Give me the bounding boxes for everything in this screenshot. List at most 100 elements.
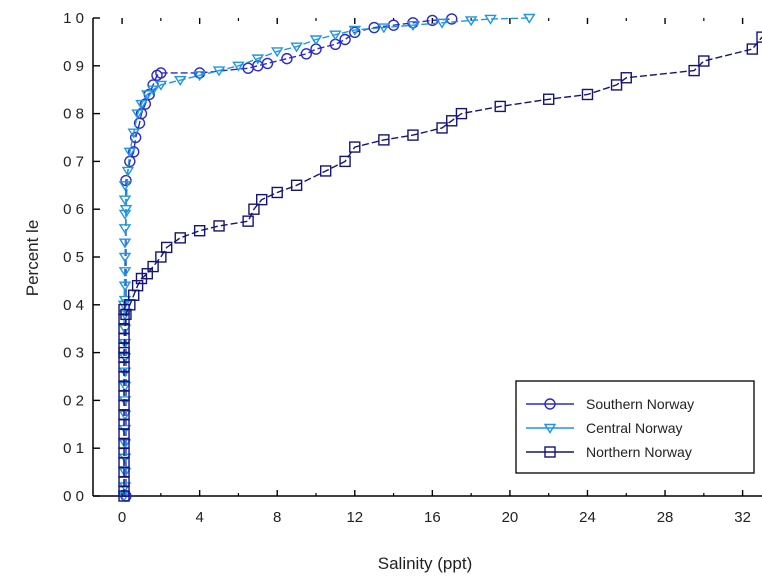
data-point <box>118 195 132 206</box>
y-axis-label: Percent le <box>23 220 42 297</box>
data-point <box>131 279 144 292</box>
y-tick-label: 0 8 <box>63 106 84 123</box>
data-point <box>251 54 265 65</box>
y-tick-label: 0 6 <box>63 201 84 218</box>
y-tick-label: 0 2 <box>63 392 84 409</box>
data-point <box>581 88 594 101</box>
data-point <box>455 107 468 120</box>
data-point <box>118 238 132 249</box>
legend-label: Northern Norway <box>586 444 692 460</box>
data-point <box>698 55 710 67</box>
series-central-norway <box>117 13 536 502</box>
data-point <box>339 33 351 46</box>
data-point <box>146 85 160 96</box>
data-point <box>118 252 132 263</box>
data-point <box>248 203 260 215</box>
y-tick-label: 0 1 <box>63 440 84 457</box>
y-tick-label: 1 0 <box>63 10 84 27</box>
data-point <box>310 43 322 55</box>
data-point <box>193 225 206 237</box>
data-point <box>368 21 380 34</box>
data-point <box>118 224 132 235</box>
data-point <box>160 241 173 254</box>
y-tick-label: 0 9 <box>63 58 84 75</box>
y-tick-label: 0 7 <box>63 153 84 170</box>
data-point <box>435 18 449 29</box>
data-point <box>129 131 142 144</box>
data-point <box>120 174 132 187</box>
data-point <box>118 209 132 220</box>
data-point <box>271 186 283 199</box>
data-point <box>281 52 293 65</box>
data-point <box>118 281 132 292</box>
data-point <box>329 38 342 50</box>
x-tick-label: 20 <box>502 509 519 526</box>
data-point <box>193 71 206 82</box>
data-point <box>118 181 132 192</box>
x-tick-label: 24 <box>579 509 596 526</box>
data-point <box>494 100 506 113</box>
x-tick-label: 28 <box>657 509 674 526</box>
data-point <box>464 16 478 27</box>
data-point <box>261 57 274 70</box>
y-tick-label: 0 5 <box>63 249 84 266</box>
data-point <box>378 134 390 146</box>
data-point <box>329 30 342 41</box>
data-point <box>121 166 135 177</box>
data-point <box>127 128 140 139</box>
data-point <box>349 26 361 39</box>
data-point <box>756 31 762 43</box>
data-point <box>131 109 144 120</box>
data-point <box>290 42 303 53</box>
data-point <box>484 14 497 25</box>
data-point <box>141 90 154 101</box>
data-point <box>128 146 140 158</box>
series-line <box>123 36 762 496</box>
x-tick-label: 4 <box>195 509 203 526</box>
data-point <box>746 43 759 55</box>
x-tick-label: 0 <box>118 509 126 526</box>
x-axis-label: Salinity (ppt) <box>378 554 472 573</box>
data-point <box>118 267 132 278</box>
data-point <box>232 61 245 72</box>
y-axis: 0 0 0 1 0 2 0 3 0 4 0 5 0 6 0 7 0 8 0 9 1 0 <box>63 10 100 505</box>
data-point <box>147 260 159 273</box>
y-tick-label: 0 0 <box>63 488 84 505</box>
data-point <box>446 115 458 127</box>
data-point <box>213 220 225 232</box>
x-tick-label: 12 <box>346 509 363 526</box>
data-point <box>173 75 187 86</box>
legend-label: Southern Norway <box>586 396 694 412</box>
legend-marker <box>544 398 556 410</box>
data-point <box>620 72 632 84</box>
data-point <box>523 13 536 24</box>
data-point <box>309 35 323 46</box>
legend-marker <box>543 423 557 434</box>
data-point <box>610 79 623 91</box>
data-point <box>436 122 448 134</box>
series-southern-norway <box>120 13 458 502</box>
x-tick-label: 16 <box>424 509 441 526</box>
data-point <box>154 80 168 91</box>
series-line <box>123 17 530 496</box>
series-layer <box>117 13 762 502</box>
data-point <box>242 215 254 227</box>
y-tick-label: 0 3 <box>63 345 84 362</box>
data-point <box>119 204 133 216</box>
x-tick-label: 32 <box>734 509 751 526</box>
data-point <box>256 193 268 206</box>
data-point <box>118 467 132 478</box>
data-point <box>118 439 132 450</box>
data-point <box>139 98 152 110</box>
series-line <box>125 18 452 496</box>
data-point <box>135 99 148 110</box>
data-point <box>155 251 167 263</box>
data-point <box>319 165 332 177</box>
data-point <box>270 47 284 58</box>
data-point <box>348 25 362 36</box>
data-point <box>406 20 420 31</box>
legend-marker <box>544 446 556 458</box>
data-point <box>377 23 391 34</box>
data-point <box>290 179 303 192</box>
